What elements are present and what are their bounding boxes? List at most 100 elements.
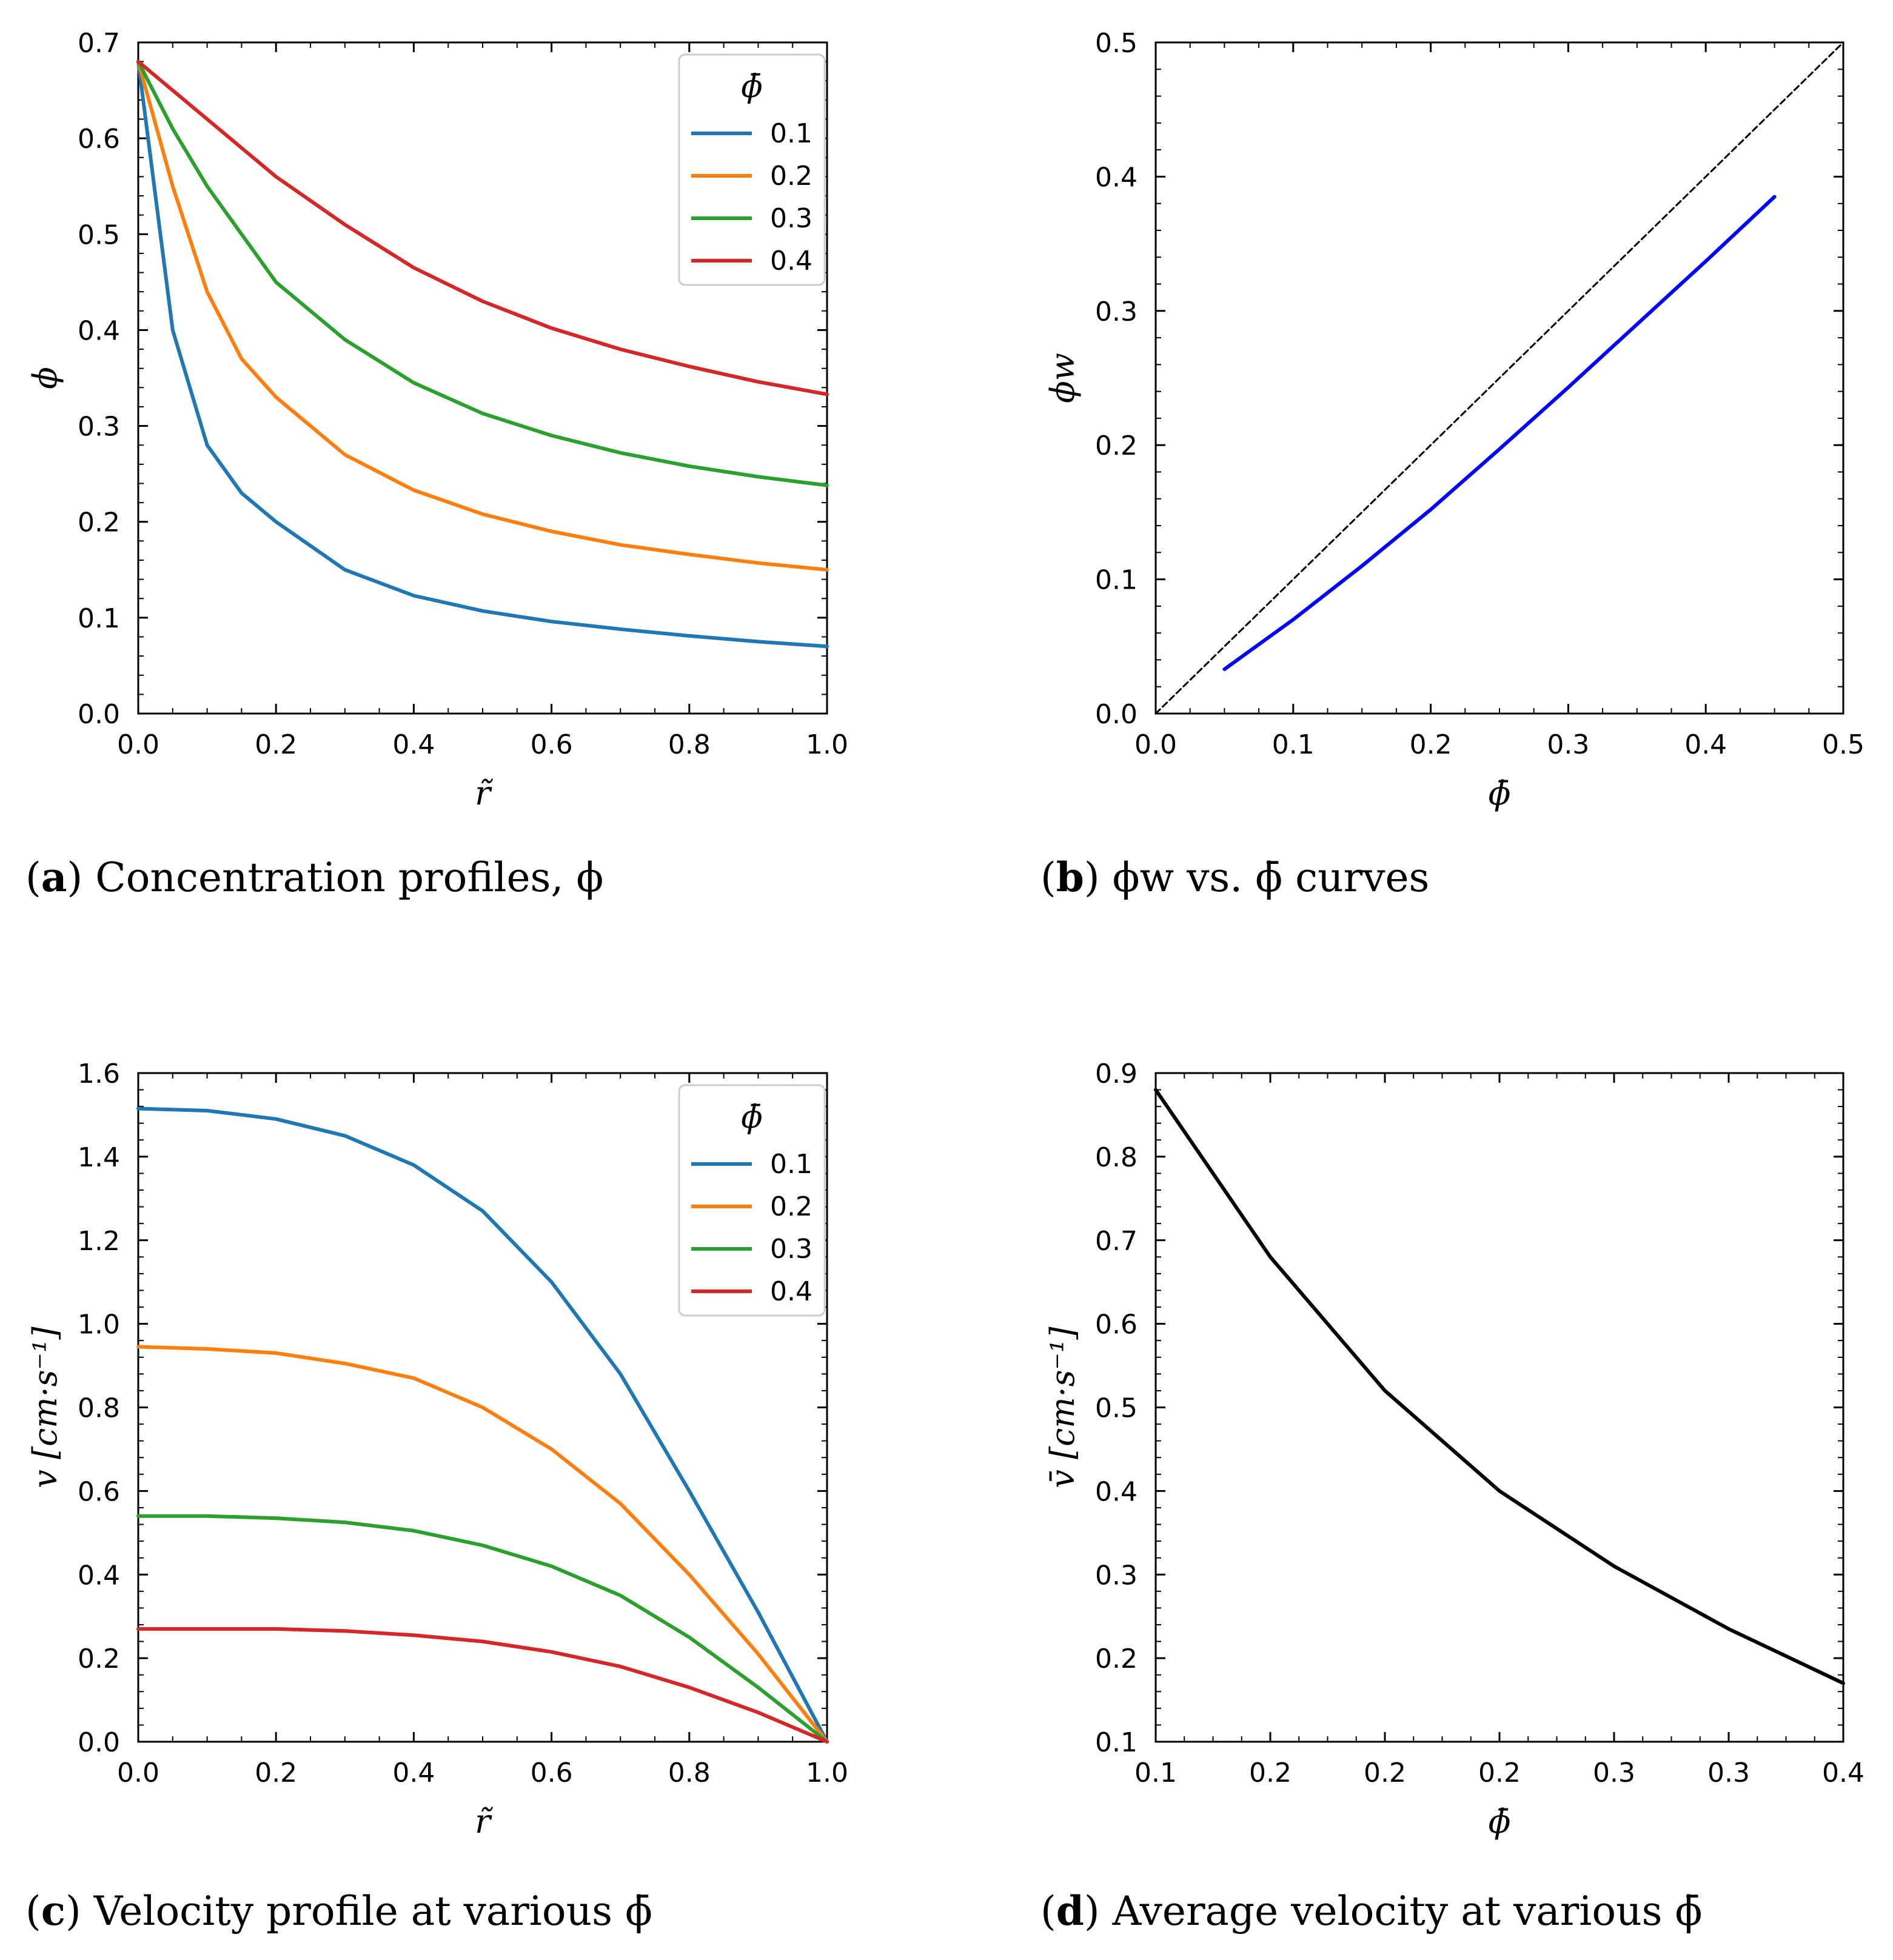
x-tick-label: 0.2 <box>1478 1758 1521 1788</box>
series-line-b-0 <box>1222 195 1777 671</box>
x-axis-label: ϕ̄ <box>1489 774 1511 812</box>
y-tick-label: 0.6 <box>78 1476 120 1507</box>
caption-c: (c) Velocity profile at various ϕ̄ <box>25 1887 652 1935</box>
x-tick-label: 0.8 <box>668 1758 711 1788</box>
legend: ϕ̄ 0.1 0.2 0.3 0.4 <box>678 53 826 286</box>
x-tick-label: 0.0 <box>117 729 159 760</box>
y-axis-label: v [cm·s⁻¹] <box>26 1326 64 1488</box>
panel-d: 0.1 0.2 0.2 0.2 0.3 0.3 0.4 0.1 0.2 0.3 0.4 0.5 0.6 0… <box>1040 1059 1865 1935</box>
x-axis-label: r̃ <box>475 774 493 812</box>
legend-entry: 0.3 <box>770 1234 812 1265</box>
legend-entry: 0.2 <box>770 161 812 192</box>
x-tick-label: 0.4 <box>392 729 435 760</box>
plot-frame <box>1154 1072 1844 1743</box>
y-axis-label: ϕw <box>1044 353 1082 403</box>
x-tick-label: 0.3 <box>1593 1758 1635 1788</box>
x-tick-label: 1.0 <box>806 1758 848 1788</box>
series-line-a-1 <box>136 59 829 572</box>
y-tick-label: 0.7 <box>78 28 120 59</box>
series-line-b-1 <box>1154 41 1844 715</box>
legend-title: ϕ̄ <box>741 1099 762 1136</box>
x-axis-label: ϕ̄ <box>1489 1802 1511 1841</box>
x-tick-label: 0.4 <box>1684 729 1727 760</box>
panel-c: 0.0 0.2 0.4 0.6 0.8 1.0 0.0 0.2 0.4 0.6 0.8 1.0 1.2 1… <box>25 1059 848 1935</box>
y-axis-label: v̄ [cm·s⁻¹] <box>1044 1326 1082 1488</box>
x-tick-label: 0.4 <box>392 1758 435 1788</box>
caption-a: (a) Concentration profiles, ϕ <box>25 854 603 901</box>
legend-entry: 0.3 <box>770 203 812 234</box>
series-line-a-3 <box>136 59 829 396</box>
x-tick-label: 0.0 <box>117 1758 159 1788</box>
x-tick-label: 0.2 <box>1364 1758 1406 1788</box>
legend-entry: 0.2 <box>770 1191 812 1222</box>
x-tick-label: 0.1 <box>1134 1758 1177 1788</box>
y-tick-label: 0.9 <box>1095 1059 1137 1089</box>
x-tick-label: 0.8 <box>668 729 711 760</box>
x-tick-label: 0.0 <box>1134 729 1177 760</box>
y-tick-label: 0.7 <box>1095 1226 1137 1257</box>
legend: ϕ̄ 0.1 0.2 0.3 0.4 <box>678 1084 826 1317</box>
y-tick-label: 0.5 <box>78 219 120 250</box>
y-tick-label: 1.0 <box>78 1309 120 1340</box>
x-axis-label: r̃ <box>475 1802 493 1841</box>
series-line-d-0 <box>1154 1088 1845 1685</box>
x-tick-label: 0.6 <box>531 729 573 760</box>
legend-entry: 0.4 <box>770 246 812 276</box>
y-tick-label: 1.4 <box>78 1142 120 1173</box>
y-tick-label: 1.2 <box>78 1226 120 1257</box>
series-line-a-2 <box>136 59 829 487</box>
x-tick-label: 0.6 <box>531 1758 573 1788</box>
y-tick-label: 0.0 <box>78 699 120 730</box>
series-line-c-2 <box>136 1514 829 1744</box>
y-tick-label: 0.2 <box>78 1644 120 1674</box>
x-tick-label: 0.4 <box>1822 1758 1865 1788</box>
y-tick-label: 0.3 <box>78 412 120 443</box>
x-tick-label: 1.0 <box>806 729 848 760</box>
y-tick-label: 0.0 <box>78 1727 120 1758</box>
y-tick-label: 0.6 <box>1095 1309 1137 1340</box>
y-tick-label: 0.2 <box>1095 430 1137 461</box>
y-axis-label: ϕ <box>26 367 64 389</box>
caption-d: (d) Average velocity at various ϕ̄ <box>1040 1887 1702 1935</box>
legend-box <box>678 53 826 286</box>
x-tick-label: 0.3 <box>1547 729 1589 760</box>
panel-b: 0.0 0.1 0.2 0.3 0.4 0.5 0.0 0.1 0.2 0.3 0.4 0.5 ϕ̄ ϕw… <box>1040 28 1865 901</box>
y-tick-label: 0.4 <box>1095 162 1137 193</box>
x-tick-label: 0.3 <box>1707 1758 1750 1788</box>
x-tick-label: 0.2 <box>255 1758 297 1788</box>
series-line-c-3 <box>136 1627 829 1744</box>
y-tick-label: 0.6 <box>78 124 120 155</box>
y-tick-label: 0.1 <box>1095 565 1137 596</box>
legend-box <box>678 1084 826 1317</box>
legend-entry: 0.1 <box>770 1149 812 1180</box>
x-tick-label: 0.2 <box>255 729 297 760</box>
y-tick-label: 0.3 <box>1095 296 1137 327</box>
y-tick-label: 0.0 <box>1095 699 1137 730</box>
y-tick-label: 0.1 <box>1095 1727 1137 1758</box>
caption-b: (b) ϕw vs. ϕ̄ curves <box>1040 854 1429 901</box>
series-line-c-0 <box>136 1106 829 1744</box>
x-tick-label: 0.5 <box>1822 729 1865 760</box>
y-tick-label: 0.4 <box>78 1560 120 1591</box>
y-tick-label: 0.8 <box>78 1393 120 1424</box>
y-tick-label: 1.6 <box>78 1059 120 1089</box>
legend-entry: 0.4 <box>770 1276 812 1307</box>
legend-title: ϕ̄ <box>741 69 762 105</box>
legend-entry: 0.1 <box>770 118 812 149</box>
panel-a: 0.0 0.2 0.4 0.6 0.8 1.0 0.0 0.1 0.2 0.3 0.4 0.5 0.6 0… <box>25 28 848 901</box>
y-tick-label: 0.2 <box>78 507 120 538</box>
x-tick-label: 0.1 <box>1272 729 1315 760</box>
y-tick-label: 0.2 <box>1095 1644 1137 1674</box>
series-line-a-0 <box>136 59 829 649</box>
y-tick-label: 0.1 <box>78 603 120 634</box>
y-tick-label: 0.5 <box>1095 1393 1137 1424</box>
y-tick-label: 0.5 <box>1095 28 1137 59</box>
y-tick-label: 0.8 <box>1095 1142 1137 1173</box>
x-tick-label: 0.2 <box>1410 729 1452 760</box>
y-tick-label: 0.4 <box>78 315 120 346</box>
y-tick-label: 0.3 <box>1095 1560 1137 1591</box>
series-line-c-1 <box>136 1345 829 1744</box>
x-tick-label: 0.2 <box>1249 1758 1292 1788</box>
y-tick-label: 0.4 <box>1095 1476 1137 1507</box>
